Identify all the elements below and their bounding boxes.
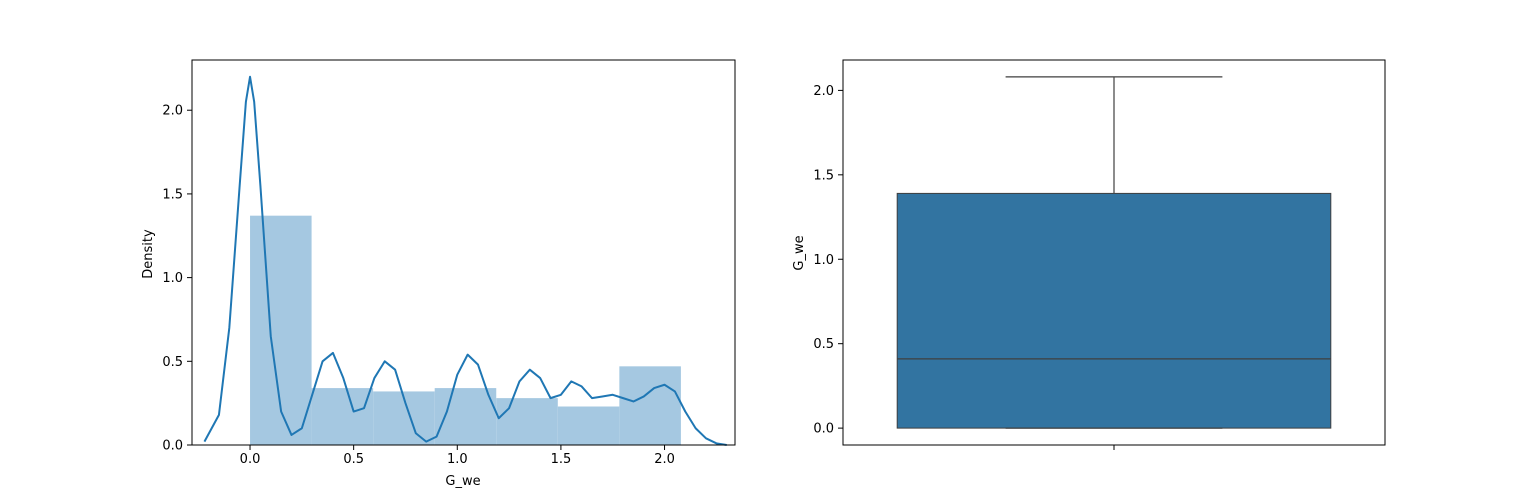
histogram-y-tick-label: 0.5 <box>162 355 183 370</box>
histogram-axes-frame <box>191 59 736 446</box>
histogram-panel: 0.0 0.5 1.0 1.5 2.0 0.0 0.5 1.0 1.5 2.0 G_we Den… <box>141 59 736 489</box>
histogram-x-ticks: 0.0 0.5 1.0 1.5 2.0 <box>240 445 675 467</box>
histogram-x-axis-label: G_we <box>445 474 480 489</box>
boxplot-y-tick-label: 1.0 <box>813 253 834 268</box>
kde-curve <box>203 75 727 446</box>
histogram-bar <box>557 406 620 445</box>
histogram-x-tick-label: 0.0 <box>240 452 261 467</box>
histogram-x-tick-label: 1.0 <box>447 452 468 467</box>
histogram-x-tick-label: 0.5 <box>343 452 364 467</box>
boxplot-y-axis-label: G_we <box>792 235 807 270</box>
histogram-y-tick-label: 1.5 <box>162 187 183 202</box>
boxplot-y-tick-label: 0.0 <box>813 422 834 437</box>
histogram-y-tick-label: 0.0 <box>162 439 183 454</box>
boxplot-y-tick-label: 1.5 <box>813 168 834 183</box>
boxplot-box <box>896 192 1332 429</box>
histogram-y-ticks: 0.0 0.5 1.0 1.5 2.0 <box>162 104 192 454</box>
histogram-bar <box>619 366 681 445</box>
histogram-bar <box>496 398 558 445</box>
boxplot-y-tick-label: 2.0 <box>813 84 834 99</box>
boxplot-y-ticks: 0.0 0.5 1.0 1.5 2.0 <box>813 84 843 437</box>
histogram-x-tick-label: 1.5 <box>551 452 572 467</box>
histogram-bar <box>311 388 374 445</box>
histogram-y-tick-label: 1.0 <box>162 271 183 286</box>
boxplot-panel: 0.0 0.5 1.0 1.5 2.0 G_we <box>792 59 1386 450</box>
histogram-x-tick-label: 2.0 <box>654 452 675 467</box>
histogram-y-tick-label: 2.0 <box>162 104 183 119</box>
histogram-y-axis-label: Density <box>141 229 156 279</box>
boxplot-elements <box>896 76 1332 429</box>
boxplot-y-tick-label: 0.5 <box>813 337 834 352</box>
